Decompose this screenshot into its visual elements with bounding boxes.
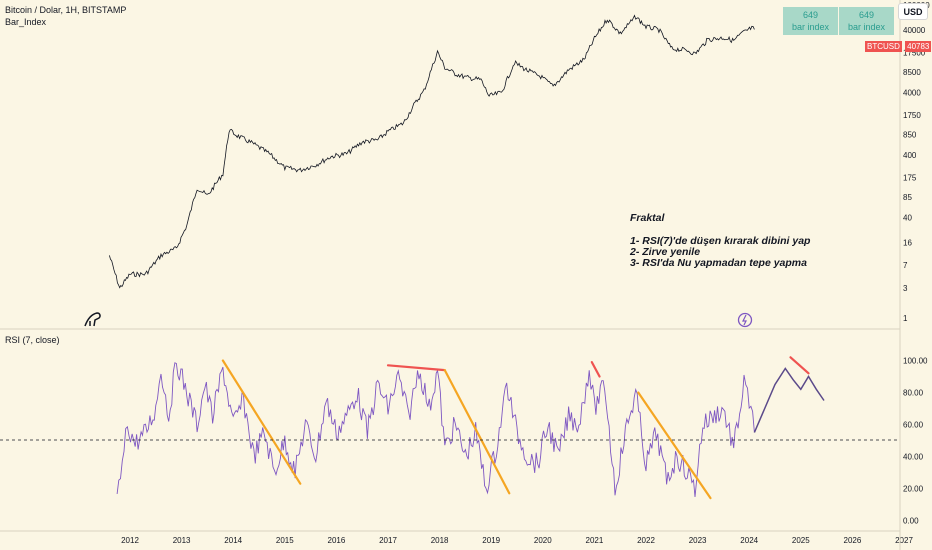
rsi-trendline: [637, 391, 712, 500]
price-tick-label: 17500: [903, 48, 926, 57]
bar-index-badge: 649 bar index: [839, 7, 894, 35]
rsi-tick-label: 100.00: [903, 357, 928, 366]
rsi-line: [116, 362, 755, 497]
tradingview-logo-icon[interactable]: [84, 312, 101, 327]
time-tick-label: 2012: [121, 536, 139, 545]
rsi-panel-label: RSI (7, close): [5, 335, 60, 345]
rsi-trendline: [386, 364, 446, 372]
rsi-trendline: [443, 369, 511, 495]
price-tick-label: 7: [903, 261, 908, 270]
rsi-trendline: [789, 356, 810, 375]
time-tick-label: 2016: [328, 536, 346, 545]
price-tag-symbol: BTCUSD: [865, 41, 902, 52]
badge-label: bar index: [847, 22, 886, 32]
price-tick-label: 85: [903, 193, 912, 202]
rsi-tick-label: 40.00: [903, 453, 924, 462]
rsi-trendline: [590, 361, 601, 378]
badge-value: 649: [802, 10, 819, 20]
time-tick-label: 2015: [276, 536, 294, 545]
rsi-tick-label: 80.00: [903, 389, 924, 398]
price-tick-label: 8500: [903, 68, 921, 77]
price-tick-label: 16: [903, 239, 912, 248]
badge-value: 649: [858, 10, 875, 20]
price-tag-value: 40783: [905, 41, 932, 52]
time-tick-label: 2022: [637, 536, 655, 545]
rsi-tick-label: 60.00: [903, 421, 924, 430]
price-tick-label: 40000: [903, 26, 926, 35]
currency-button[interactable]: USD: [898, 3, 928, 20]
rsi-trendline: [221, 359, 302, 485]
time-tick-label: 2024: [740, 536, 758, 545]
price-tick-label: 400: [903, 151, 917, 160]
annotation-title: Fraktal: [630, 212, 665, 224]
bar-index-badge: 649 bar index: [783, 7, 838, 35]
annotation-line: 1- RSI(7)'de düşen kırarak dibini yap: [630, 235, 811, 247]
price-tick-label: 40: [903, 214, 912, 223]
rsi-tick-label: 0.00: [903, 517, 919, 526]
time-tick-label: 2014: [224, 536, 242, 545]
time-tick-label: 2018: [431, 536, 449, 545]
price-tick-label: 4000: [903, 89, 921, 98]
time-tick-label: 2021: [586, 536, 604, 545]
annotation-line: 2- Zirve yenile: [630, 246, 701, 258]
time-tick-label: 2025: [792, 536, 810, 545]
price-tick-label: 1750: [903, 111, 921, 120]
time-tick-label: 2026: [844, 536, 862, 545]
time-tick-label: 2013: [173, 536, 191, 545]
price-line: [109, 14, 755, 289]
lightning-icon[interactable]: [737, 312, 753, 328]
rsi-projection: [753, 367, 825, 433]
time-tick-label: 2027: [895, 536, 913, 545]
chart-title: Bitcoin / Dolar, 1H, BITSTAMP: [5, 5, 127, 15]
rsi-tick-label: 20.00: [903, 485, 924, 494]
price-tag: BTCUSD 40783: [865, 41, 932, 52]
time-tick-label: 2017: [379, 536, 397, 545]
indicator-name: Bar_Index: [5, 17, 47, 27]
annotation-line: 3- RSI'da Nu yapmadan tepe yapma: [630, 257, 807, 269]
price-tick-label: 1: [903, 314, 908, 323]
badge-label: bar index: [791, 22, 830, 32]
time-tick-label: 2023: [689, 536, 707, 545]
annotation-note[interactable]: Fraktal 1- RSI(7)'de düşen kırarak dibin…: [630, 213, 810, 269]
price-tick-label: 850: [903, 131, 917, 140]
price-tick-label: 175: [903, 174, 917, 183]
price-tick-label: 3: [903, 284, 908, 293]
time-tick-label: 2019: [482, 536, 500, 545]
time-tick-label: 2020: [534, 536, 552, 545]
